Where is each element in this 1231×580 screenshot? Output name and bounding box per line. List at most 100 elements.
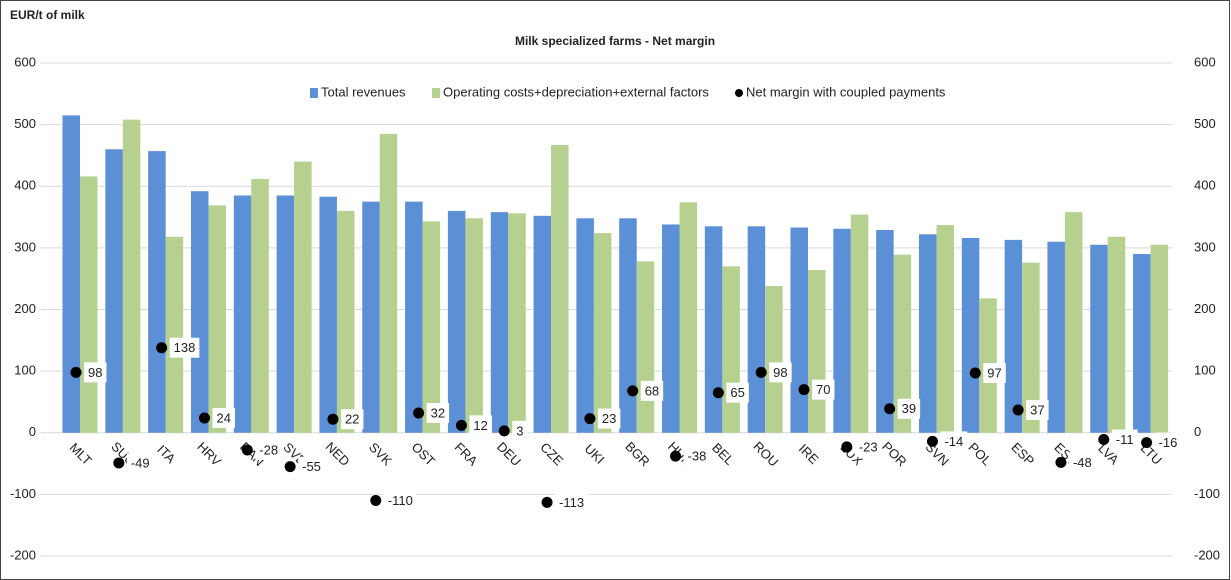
y2-tick-label: 400 <box>1194 178 1216 193</box>
bar <box>1047 241 1065 433</box>
data-label-bg <box>84 362 107 383</box>
bar <box>336 210 355 433</box>
data-label: 70 <box>816 382 830 397</box>
data-label-bg <box>854 436 882 457</box>
data-label-bg <box>1068 452 1096 473</box>
y2-tick-label: 600 <box>1194 54 1216 69</box>
bar <box>576 218 594 433</box>
data-label: 32 <box>431 405 445 420</box>
data-label: -55 <box>302 459 321 474</box>
bar <box>1107 236 1126 433</box>
y-tick-label: 300 <box>14 239 36 254</box>
legend-label: Operating costs+depreciation+external fa… <box>443 84 709 99</box>
bar <box>105 149 123 433</box>
dot <box>156 342 168 354</box>
bar <box>936 225 954 433</box>
chart-title: Milk specialized farms - Net margin <box>515 34 715 48</box>
data-label: -11 <box>1116 432 1134 447</box>
dot <box>327 413 339 425</box>
dot <box>841 441 853 453</box>
bar <box>1090 244 1108 433</box>
dot <box>627 385 639 397</box>
data-label-bg <box>683 446 711 467</box>
data-label: 98 <box>88 365 102 380</box>
data-label: 97 <box>987 365 1001 380</box>
bar <box>765 286 783 433</box>
bar <box>80 176 98 433</box>
data-label: 138 <box>174 340 196 355</box>
bar <box>833 228 851 433</box>
bar <box>593 233 612 433</box>
dot <box>1141 437 1153 449</box>
bar <box>961 238 980 433</box>
dot <box>1098 434 1110 446</box>
data-label-bg <box>1154 432 1182 453</box>
y2-tick-label: 500 <box>1194 116 1216 131</box>
data-label: -14 <box>944 434 963 449</box>
dot <box>413 407 425 419</box>
bar <box>1004 239 1023 433</box>
bar <box>1150 244 1169 433</box>
bar <box>850 214 869 433</box>
y-tick-label: 400 <box>14 178 36 193</box>
bar <box>276 195 295 433</box>
dot <box>712 387 724 399</box>
bar <box>319 196 337 433</box>
data-label: 23 <box>602 411 616 426</box>
dot <box>670 450 682 462</box>
legend-swatch <box>310 88 318 98</box>
dot <box>241 444 253 456</box>
bar <box>447 210 466 433</box>
bar <box>465 218 483 433</box>
bar <box>362 201 380 433</box>
y2-tick-label: 300 <box>1194 239 1216 254</box>
bar <box>533 215 552 433</box>
data-label-bg <box>255 440 283 461</box>
y-axis-label: EUR/t of milk <box>10 8 85 22</box>
dot <box>884 403 896 415</box>
bar <box>1064 212 1083 433</box>
dot <box>969 367 981 379</box>
data-label: -28 <box>259 442 278 457</box>
data-label-bg <box>897 398 921 419</box>
data-label-bg <box>726 382 749 403</box>
data-label-bg <box>340 409 364 430</box>
dot <box>70 366 82 378</box>
data-label: 39 <box>902 401 916 416</box>
bar <box>251 178 269 433</box>
bar <box>122 119 141 433</box>
data-label: 68 <box>645 383 659 398</box>
bar <box>790 227 809 433</box>
dot <box>584 413 596 425</box>
legend-label: Net margin with coupled payments <box>746 84 946 99</box>
data-label-bg <box>383 490 417 511</box>
data-label-bg <box>555 492 589 513</box>
y-tick-label: 0 <box>29 424 36 439</box>
dot <box>1012 404 1024 416</box>
bar <box>1022 262 1040 433</box>
data-label: 65 <box>730 385 744 400</box>
data-label-bg <box>1026 399 1049 420</box>
dot <box>455 419 467 431</box>
dot <box>113 457 125 469</box>
y-tick-label: -200 <box>10 547 36 562</box>
bar <box>508 213 526 433</box>
data-label: 24 <box>216 410 230 425</box>
data-label: -49 <box>131 455 150 470</box>
data-label: 3 <box>516 423 523 438</box>
data-label: -110 <box>388 493 413 508</box>
y2-tick-label: 100 <box>1194 363 1216 378</box>
data-label-bg <box>769 362 792 383</box>
data-label: 12 <box>473 418 487 433</box>
legend-swatch <box>735 89 743 97</box>
legend-label: Total revenues <box>321 84 406 99</box>
y-tick-label: 600 <box>14 54 36 69</box>
bar <box>62 115 81 433</box>
bar <box>422 221 441 433</box>
data-label-bg <box>940 431 968 452</box>
dot <box>1055 456 1067 468</box>
dot <box>926 435 938 447</box>
dot <box>198 412 210 424</box>
data-label-bg <box>426 403 450 424</box>
data-label-bg <box>597 408 621 429</box>
